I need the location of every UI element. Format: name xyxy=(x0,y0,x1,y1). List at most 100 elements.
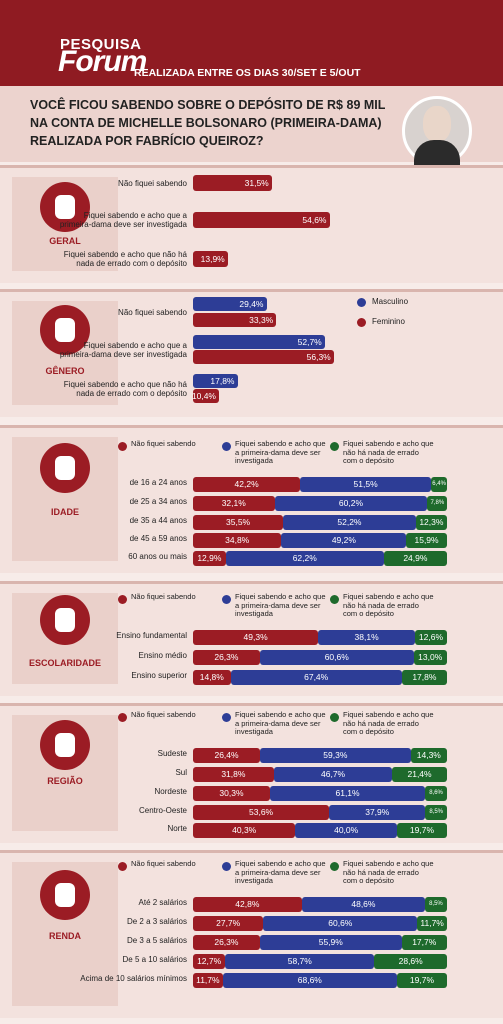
bar-segment xyxy=(193,550,226,566)
value-label: 11,7% xyxy=(196,974,220,985)
value-label: 30,3% xyxy=(219,787,244,798)
category-label: Ensino fundamental xyxy=(116,631,187,640)
value-label: 42,2% xyxy=(234,478,259,489)
value-label: 40,0% xyxy=(334,824,359,835)
section-label: ESCOLARIDADE xyxy=(28,658,101,668)
value-label: 28,6% xyxy=(398,955,423,966)
bar-segment xyxy=(259,934,402,950)
bar-segment xyxy=(295,822,397,838)
bar xyxy=(193,251,228,267)
bar-segment xyxy=(301,896,426,912)
value-label: 60,6% xyxy=(328,917,353,928)
value-label: 46,7% xyxy=(321,768,346,779)
value-label: 68,6% xyxy=(297,974,322,985)
value-label: 51,5% xyxy=(353,478,378,489)
bar-segment xyxy=(283,514,416,530)
bar-segment xyxy=(430,476,448,492)
legend-label: Fiquei sabendo e acho que a primeira-dam… xyxy=(235,439,326,465)
bar-segment xyxy=(193,953,226,969)
value-label: 17,8% xyxy=(412,671,437,682)
legend-dot xyxy=(330,862,339,871)
value-label: 37,9% xyxy=(365,806,390,817)
value-label: 15,9% xyxy=(414,534,439,545)
legend-label: Não fiquei sabendo xyxy=(131,592,196,601)
section-label: GERAL xyxy=(49,236,81,246)
value-label: 32,1% xyxy=(221,497,246,508)
bar-segment xyxy=(269,785,426,801)
legend-label: Fiquei sabendo e acho que a primeira-dam… xyxy=(235,592,326,618)
legend-label: Fiquei sabendo e acho que a primeira-dam… xyxy=(235,859,326,885)
bar-segment xyxy=(425,804,447,820)
bar-segment xyxy=(193,532,282,548)
value-label: 24,9% xyxy=(403,552,428,563)
legend-dot xyxy=(222,442,231,451)
category-label: De 5 a 10 salários xyxy=(122,955,187,964)
value-label: 13,0% xyxy=(418,651,443,662)
bar-segment xyxy=(425,896,447,912)
category-label: Ensino médio xyxy=(138,651,187,660)
value-label: 8,6% xyxy=(429,790,443,796)
bar-segment xyxy=(392,766,447,782)
bar-segment xyxy=(374,953,447,969)
bar xyxy=(193,350,334,364)
legend-label: Fiquei sabendo e acho que não há nada de… xyxy=(343,710,434,736)
value-label: 58,7% xyxy=(287,955,312,966)
bar-segment xyxy=(260,747,411,763)
photo-face xyxy=(423,106,451,142)
category-label: Norte xyxy=(167,824,187,833)
value-label: 10,4% xyxy=(191,390,216,401)
bar-segment xyxy=(281,532,407,548)
value-label: 8,5% xyxy=(429,901,443,907)
value-label: 60,6% xyxy=(324,651,349,662)
bar xyxy=(193,389,219,403)
category-label: de 35 a 44 anos xyxy=(129,516,187,525)
bar-segment xyxy=(193,934,260,950)
value-label: 52,7% xyxy=(297,336,322,347)
value-label: 40,3% xyxy=(232,824,257,835)
legend-label: Fiquei sabendo e acho que não há nada de… xyxy=(343,439,434,465)
category-label: Sul xyxy=(175,768,187,777)
value-label: 14,3% xyxy=(416,749,441,760)
value-label: 6,4% xyxy=(432,481,446,487)
bar-segment xyxy=(318,629,415,645)
value-label: 26,3% xyxy=(214,651,239,662)
bar-segment xyxy=(193,476,301,492)
legend-dot xyxy=(118,442,127,451)
value-label: 61,1% xyxy=(335,787,360,798)
category-label: de 16 a 24 anos xyxy=(129,478,187,487)
photo-body xyxy=(414,140,460,166)
category-label: de 45 a 59 anos xyxy=(129,534,187,543)
bar-segment xyxy=(193,514,284,530)
value-label: 48,6% xyxy=(351,898,376,909)
bar-segment xyxy=(427,495,448,511)
section-label: REGIÃO xyxy=(47,776,83,786)
legend-label: Não fiquei sabendo xyxy=(131,439,196,448)
value-label: 53,6% xyxy=(249,806,274,817)
category-label: Ensino superior xyxy=(131,671,187,680)
bar-segment xyxy=(230,669,402,685)
bar-segment xyxy=(273,766,393,782)
legend-dot xyxy=(357,318,366,327)
value-label: 60,2% xyxy=(338,497,364,508)
value-label: 26,3% xyxy=(214,936,239,947)
bar xyxy=(193,175,272,191)
bar-segment xyxy=(193,804,330,820)
value-label: 34,8% xyxy=(225,534,250,545)
legend-label: Não fiquei sabendo xyxy=(131,859,196,868)
legend-label: Feminino xyxy=(372,317,405,326)
brand: Forum xyxy=(58,45,147,78)
value-label: 31,8% xyxy=(221,768,246,779)
legend-dot xyxy=(357,298,366,307)
bar-segment xyxy=(396,822,447,838)
bar-segment xyxy=(193,915,264,931)
category-label: 60 anos ou mais xyxy=(128,552,187,561)
bar-segment xyxy=(225,953,375,969)
legend-dot xyxy=(118,713,127,722)
icon-glyph xyxy=(55,456,75,480)
brand-top: PESQUISA xyxy=(60,36,142,53)
bar-segment xyxy=(410,747,447,763)
bar-segment xyxy=(193,766,274,782)
legend-dot xyxy=(330,595,339,604)
bar-segment xyxy=(401,669,447,685)
